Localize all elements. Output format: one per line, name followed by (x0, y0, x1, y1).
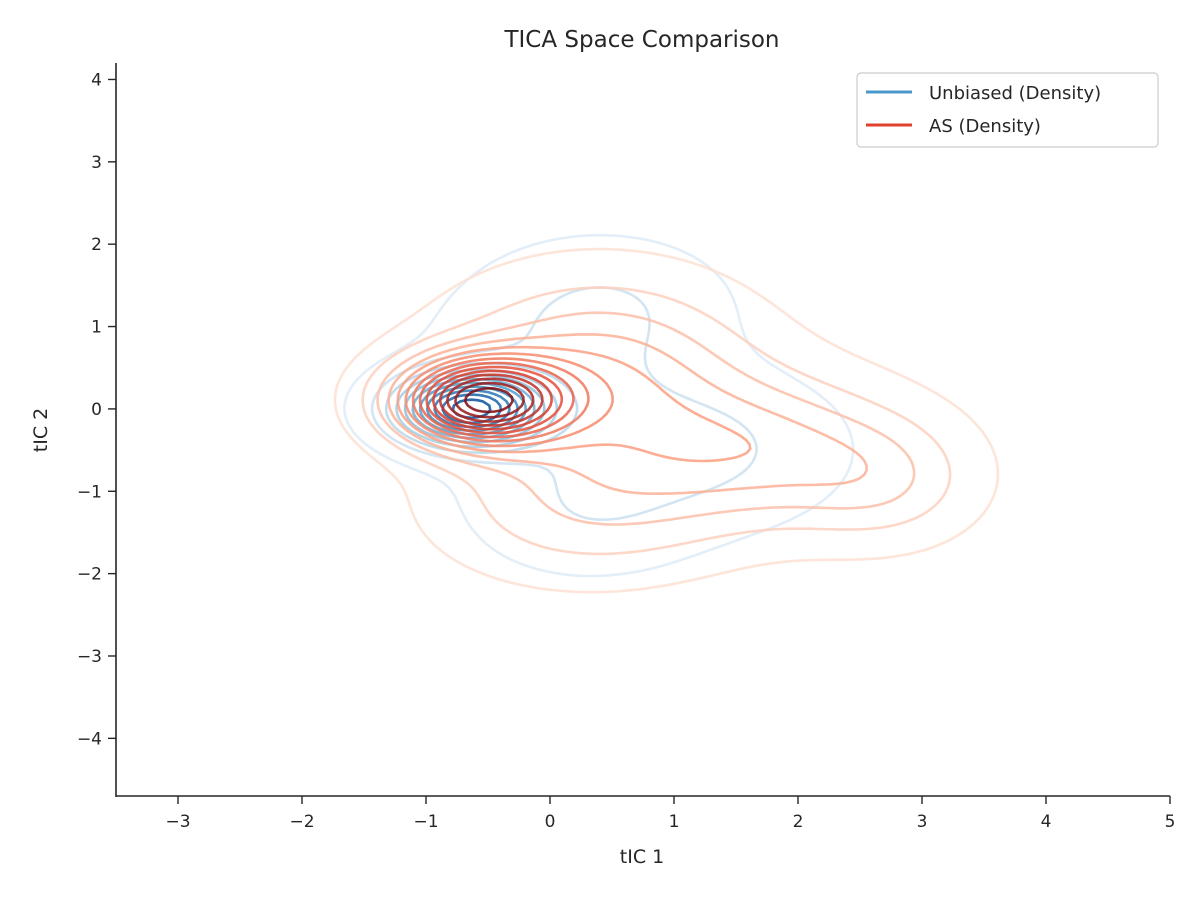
plot-area (333, 233, 1000, 594)
x-tick-label: 4 (1041, 812, 1052, 832)
contour-line (425, 365, 563, 435)
contour-line (361, 286, 952, 556)
contour-line (396, 345, 752, 463)
contour-line (454, 381, 525, 419)
x-tick-label: 5 (1165, 812, 1176, 832)
legend-label-as: AS (Density) (929, 116, 1041, 137)
contour-line (446, 377, 535, 423)
series-1-contours (333, 247, 1000, 594)
y-tick-label: 4 (91, 70, 102, 90)
x-tick-label: −3 (165, 812, 190, 832)
y-axis-ticks: −4 −3 −2 −1 0 1 2 3 4 (77, 70, 116, 749)
y-tick-label: −4 (77, 729, 102, 749)
contour-line (376, 311, 916, 526)
y-tick-label: 1 (91, 318, 102, 338)
legend: Unbiased (Density) AS (Density) (856, 72, 1159, 148)
contour-line (418, 381, 527, 436)
legend-frame (856, 72, 1159, 148)
y-tick-label: 2 (91, 235, 102, 255)
x-tick-label: 3 (917, 812, 928, 832)
y-axis-title: tIC 2 (30, 408, 52, 452)
x-tick-label: −1 (413, 812, 438, 832)
chart-title: TICA Space Comparison (503, 27, 779, 53)
y-tick-label: −3 (77, 647, 102, 667)
contour-line (464, 387, 514, 414)
contour-line (404, 352, 614, 448)
x-tick-label: 2 (793, 812, 804, 832)
x-tick-label: −2 (289, 812, 314, 832)
x-tick-label: 1 (669, 812, 680, 832)
y-tick-label: −1 (77, 482, 102, 502)
contour-line (387, 333, 868, 495)
x-axis-ticks: −3 −2 −1 0 1 2 3 4 5 (165, 796, 1175, 832)
y-tick-label: 3 (91, 153, 102, 173)
x-axis-title: tIC 1 (620, 846, 664, 868)
y-tick-label: −2 (77, 565, 102, 585)
contour-line (411, 357, 590, 443)
contour-line (333, 247, 1000, 594)
x-tick-label: 0 (545, 812, 556, 832)
legend-label-unbiased: Unbiased (Density) (929, 83, 1101, 104)
contour-line (432, 369, 553, 431)
contour-line (418, 361, 575, 439)
contour-line (438, 373, 544, 427)
y-tick-label: 0 (91, 400, 102, 420)
